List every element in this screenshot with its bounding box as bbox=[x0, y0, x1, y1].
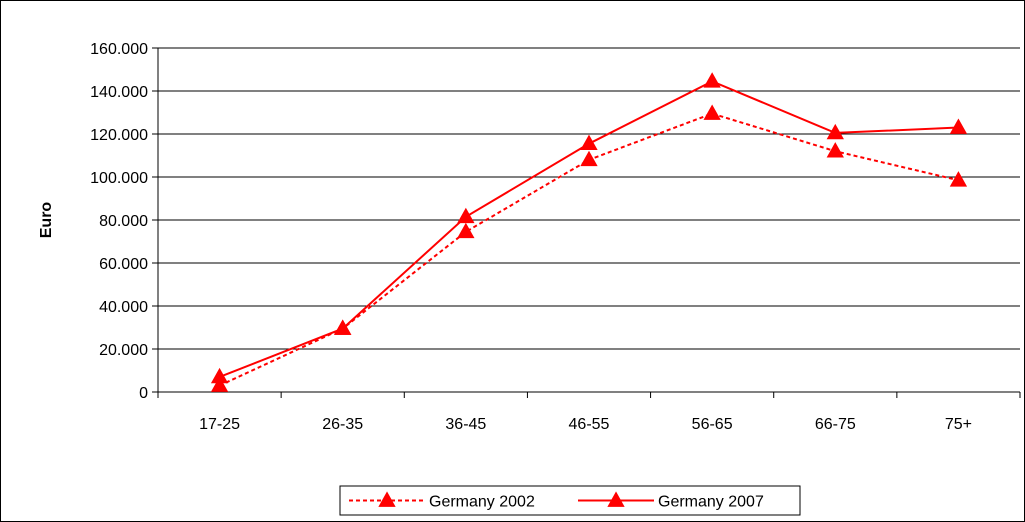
x-tick-label: 66-75 bbox=[815, 416, 856, 433]
data-point-marker bbox=[334, 319, 352, 335]
series-2 bbox=[210, 72, 968, 384]
data-point-marker bbox=[949, 171, 968, 187]
x-tick-label: 36-45 bbox=[445, 416, 486, 433]
legend-marker bbox=[378, 491, 396, 507]
grid-lines bbox=[158, 47, 1020, 350]
data-point-marker bbox=[826, 142, 844, 158]
y-tick-label: 40.000 bbox=[99, 299, 148, 316]
x-tick-label: 56-65 bbox=[692, 416, 733, 433]
data-point-marker bbox=[457, 207, 475, 224]
y-tick-label: 140.000 bbox=[90, 84, 148, 101]
data-point-marker bbox=[703, 72, 721, 88]
data-point-marker bbox=[580, 150, 598, 167]
y-tick-label: 60.000 bbox=[99, 256, 148, 273]
y-axis-title: Euro bbox=[38, 202, 55, 239]
y-tick-label: 0 bbox=[139, 385, 148, 402]
legend: Germany 2002 Germany 2007 bbox=[339, 485, 801, 516]
data-point-marker bbox=[580, 134, 598, 151]
y-tick-label: 120.000 bbox=[90, 127, 148, 144]
legend-marker bbox=[607, 491, 625, 507]
series-lines bbox=[210, 72, 968, 392]
axes: 0 20.000 40.000 60.000 80.000 100.000 120.000 1… bbox=[90, 41, 1021, 433]
y-tick-label: 160.000 bbox=[90, 41, 148, 58]
y-tick-label: 20.000 bbox=[99, 342, 148, 359]
legend-label: Germany 2002 bbox=[429, 494, 535, 511]
legend-label: Germany 2007 bbox=[658, 494, 764, 511]
x-tick-label: 75+ bbox=[945, 416, 972, 433]
series-line bbox=[219, 80, 959, 378]
legend-box bbox=[339, 485, 801, 516]
data-point-marker bbox=[210, 367, 229, 384]
data-point-marker bbox=[826, 123, 844, 140]
data-point-marker bbox=[457, 222, 475, 239]
data-point-marker bbox=[703, 104, 721, 120]
x-tick-label: 26-35 bbox=[322, 416, 363, 433]
x-tick-label: 46-55 bbox=[569, 416, 610, 433]
x-tick-label: 17-25 bbox=[199, 416, 240, 433]
y-tick-label: 80.000 bbox=[99, 213, 148, 230]
data-point-marker bbox=[210, 376, 229, 392]
y-tick-label: 100.000 bbox=[90, 170, 148, 187]
data-point-marker bbox=[949, 118, 968, 134]
